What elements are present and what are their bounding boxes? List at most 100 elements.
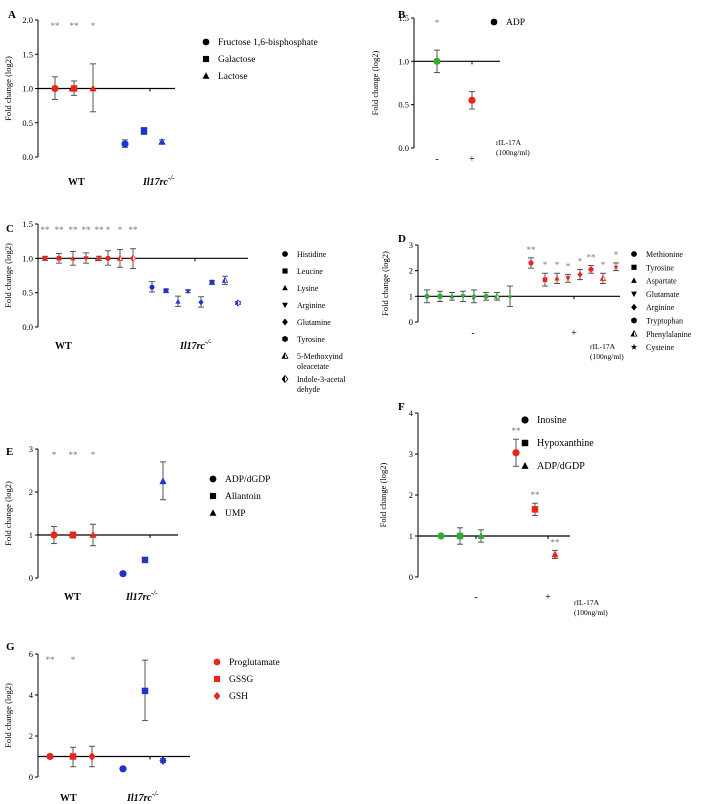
legend-marker — [631, 264, 637, 270]
significance-label: * — [566, 262, 571, 272]
legend-label: Galactose — [218, 55, 255, 65]
significance-label: * — [52, 450, 57, 460]
x-tick-label: + — [469, 154, 475, 165]
x-group-name: Il17rc — [142, 177, 169, 188]
legend-marker — [281, 351, 289, 359]
legend-marker — [213, 691, 221, 701]
significance-label: ** — [551, 537, 561, 547]
y-tick-label: 1 — [29, 530, 33, 540]
legend-label: Phenylalanine — [646, 330, 692, 339]
data-point — [119, 570, 127, 578]
legend-label: Histidine — [297, 250, 327, 259]
legend-label: Inosine — [537, 415, 567, 426]
legend-label: UMP — [225, 509, 246, 519]
legend-marker — [282, 251, 288, 257]
y-tick-label: 1.5 — [22, 219, 33, 229]
legend-label: Lactose — [218, 72, 248, 82]
data-point — [83, 256, 89, 262]
data-point — [456, 532, 464, 540]
significance-label: ** — [69, 225, 79, 235]
x-group-superscript: -/- — [151, 589, 158, 597]
data-point — [507, 293, 513, 299]
legend-entry: Tyrosine — [282, 335, 325, 344]
x-group-label: Il17rc-/- — [179, 338, 212, 352]
legend-entry: Proglutamate — [213, 658, 280, 668]
data-point — [551, 550, 559, 558]
y-tick-label: 0 — [29, 573, 33, 583]
y-tick-label: 2 — [409, 490, 413, 500]
treatment-label: (100ng/ml) — [590, 352, 624, 361]
x-group-label: WT — [68, 177, 85, 188]
legend-entry: GSSG — [213, 675, 253, 685]
legend-label: Tryptophan — [646, 317, 683, 326]
y-axis-label: Fold change (log2) — [3, 481, 13, 546]
x-group-superscript: -/- — [168, 174, 175, 182]
significance-label: ** — [95, 225, 105, 235]
panel-label: C — [6, 223, 14, 235]
legend-marker — [209, 475, 217, 483]
legend-label: Proglutamate — [229, 658, 280, 668]
legend-entry: ADP/dGDP — [209, 475, 270, 485]
legend-marker — [490, 18, 498, 26]
data-point — [88, 752, 96, 761]
y-tick-label: 2.0 — [22, 15, 33, 25]
legend-marker — [521, 462, 529, 469]
significance-label: ** — [587, 253, 597, 263]
data-point — [116, 254, 124, 261]
legend-marker — [282, 268, 288, 274]
legend-entry: Phenylalanine — [630, 329, 692, 339]
legend-marker — [202, 55, 210, 63]
treatment-label: (100ng/ml) — [574, 608, 608, 617]
legend-marker — [631, 291, 637, 298]
treatment-label: rIL-17A — [496, 138, 522, 147]
legend-entry: UMP — [209, 509, 246, 519]
legend-entry: Tryptophan — [631, 317, 683, 326]
legend-marker — [630, 343, 638, 350]
y-tick-label: 2 — [29, 487, 33, 497]
data-point — [613, 263, 619, 270]
y-tick-label: 0.5 — [22, 288, 33, 298]
legend-label: oleacetate — [297, 362, 329, 371]
y-tick-label: 6 — [29, 649, 33, 659]
y-tick-label: 0 — [409, 572, 413, 582]
legend-label: Tyrosine — [646, 263, 674, 272]
legend-entry: Hypoxanthine — [521, 438, 594, 449]
legend-entry: Glutamate — [631, 290, 680, 299]
x-group-superscript: -/- — [152, 790, 159, 798]
significance-label: ** — [129, 225, 139, 235]
significance-label: ** — [55, 225, 65, 235]
legend-label: Tyrosine — [297, 335, 325, 344]
legend-marker — [631, 277, 637, 283]
significance-label: * — [601, 260, 606, 270]
x-tick-label: - — [474, 592, 477, 603]
legend-marker — [631, 317, 637, 324]
data-point — [141, 687, 149, 695]
legend-marker — [209, 492, 217, 500]
legend-label: GSSG — [229, 675, 253, 685]
legend-marker — [282, 284, 288, 291]
y-tick-label: 0.5 — [22, 118, 33, 128]
significance-label: * — [614, 250, 619, 260]
data-point — [477, 532, 485, 539]
data-point — [105, 255, 111, 262]
panel-label: E — [6, 446, 13, 458]
data-point — [175, 298, 181, 304]
y-axis-label: Fold change (log2) — [370, 50, 380, 115]
data-point — [119, 765, 127, 773]
legend-entry: Arginine — [282, 301, 326, 310]
data-point — [185, 289, 191, 295]
x-group-label: Il17rc-/- — [125, 589, 158, 603]
data-point — [50, 531, 58, 539]
y-tick-label: 4 — [409, 408, 414, 418]
y-tick-label: 2 — [409, 266, 413, 276]
panel-f: F 0 1 2 3 4 Fold change (log2) ** ** ** - + rIL-17A(… — [378, 401, 608, 617]
data-point — [129, 254, 137, 263]
data-point — [528, 260, 534, 266]
legend-marker — [282, 302, 288, 309]
